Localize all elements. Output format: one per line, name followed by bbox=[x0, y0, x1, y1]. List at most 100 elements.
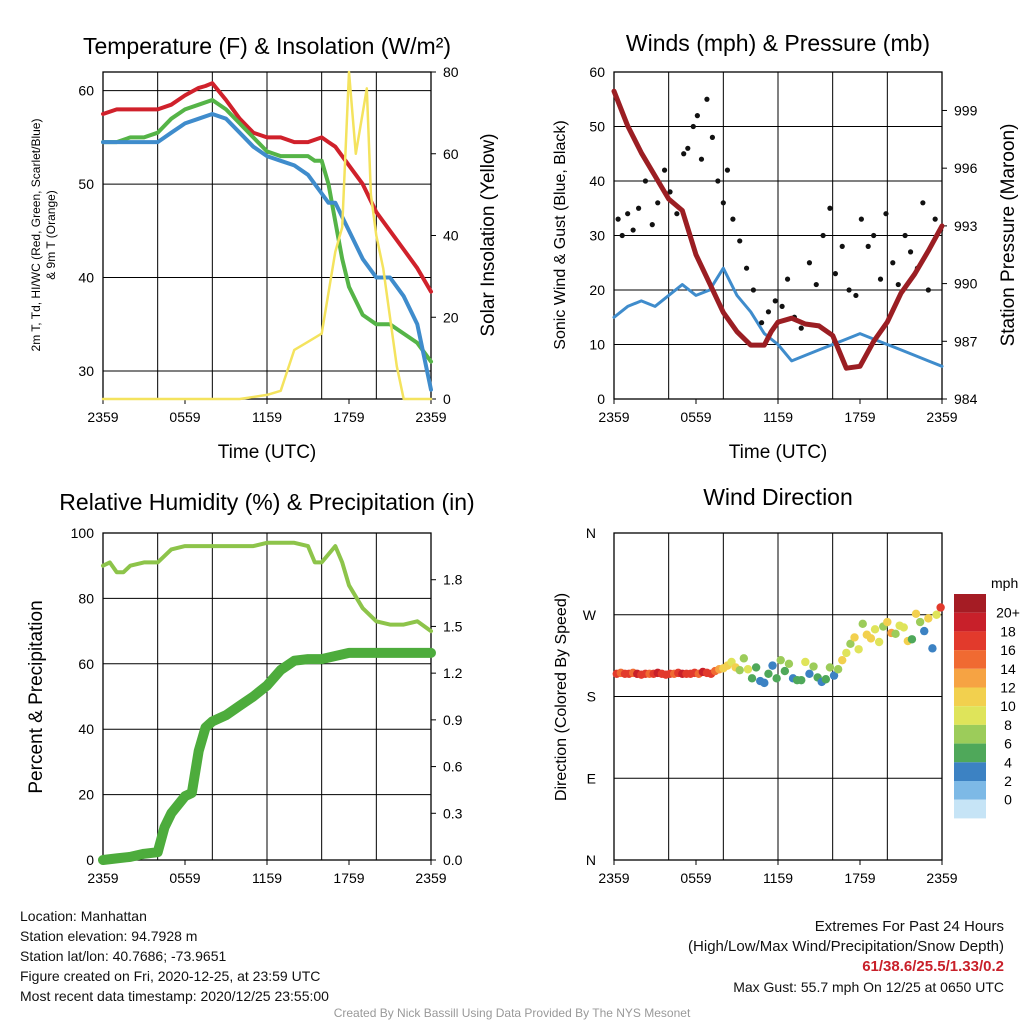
temp-ytick-right: 0 bbox=[443, 391, 451, 407]
gust-point bbox=[730, 216, 736, 222]
winds-series-station-pressure bbox=[611, 88, 945, 371]
rh-xtick-label: 1759 bbox=[333, 870, 364, 886]
created-text: Figure created on Fri, 2020-12-25, at 23… bbox=[20, 968, 321, 984]
location-text: Location: Manhattan bbox=[20, 908, 147, 924]
legend-label: 6 bbox=[1004, 736, 1012, 752]
direction-point bbox=[874, 637, 884, 647]
dir-xtick-label: 2359 bbox=[598, 870, 629, 886]
station-info: Location: Manhattan Station elevation: 9… bbox=[20, 906, 329, 1006]
gust-point bbox=[655, 200, 661, 206]
rh-ytick-right: 0.0 bbox=[443, 852, 463, 868]
direction-point bbox=[833, 665, 843, 674]
rh-ytick-left: 0 bbox=[86, 852, 94, 868]
winds-xtick-label: 0559 bbox=[680, 409, 711, 425]
gust-point bbox=[681, 151, 687, 157]
direction-point bbox=[891, 629, 900, 639]
legend-label: 16 bbox=[1000, 642, 1016, 658]
legend-swatch bbox=[954, 743, 986, 763]
direction-point bbox=[870, 625, 880, 634]
legend-label: 8 bbox=[1004, 717, 1012, 733]
gust-point bbox=[784, 276, 791, 282]
legend-swatch bbox=[954, 687, 986, 707]
direction-point bbox=[776, 655, 785, 665]
temp-series-td bbox=[101, 98, 433, 364]
gust-point bbox=[615, 216, 621, 222]
winds-ytick-right: 993 bbox=[954, 218, 978, 234]
gust-point bbox=[759, 320, 765, 326]
gust-point bbox=[798, 325, 804, 331]
gust-point bbox=[820, 232, 826, 239]
winds-ytick-left: 0 bbox=[597, 391, 605, 407]
winds-ytick-left: 50 bbox=[589, 119, 605, 135]
rh-ytick-right: 1.8 bbox=[443, 572, 463, 588]
winds-xtick-label: 2359 bbox=[926, 409, 957, 425]
credit-text: Created By Nick Bassill Using Data Provi… bbox=[333, 1006, 691, 1020]
temp-ytick-left: 40 bbox=[78, 270, 94, 286]
direction-point bbox=[743, 665, 753, 674]
direction-point bbox=[739, 654, 749, 663]
gust-point bbox=[690, 123, 696, 130]
winds-series-sonic-wind bbox=[612, 266, 944, 368]
legend-label: 4 bbox=[1004, 754, 1012, 770]
rh-ylabel-left: Percent & Precipitation bbox=[26, 600, 47, 793]
gust-point bbox=[839, 243, 845, 249]
direction-point bbox=[760, 678, 769, 688]
legend-swatch bbox=[954, 724, 986, 744]
temp-ytick-left: 50 bbox=[78, 176, 94, 192]
gust-point bbox=[877, 276, 884, 282]
direction-point bbox=[768, 661, 777, 670]
dir-ytick-label: E bbox=[587, 770, 596, 786]
gust-point bbox=[704, 96, 710, 102]
gust-point bbox=[902, 232, 908, 239]
temp-xtick-label: 2359 bbox=[415, 409, 446, 425]
gust-point bbox=[907, 249, 914, 255]
direction-point bbox=[780, 666, 790, 676]
direction-point bbox=[920, 626, 929, 636]
gust-point bbox=[846, 287, 852, 293]
gust-point bbox=[649, 222, 655, 228]
direction-point bbox=[907, 635, 917, 644]
direction-point bbox=[805, 669, 814, 678]
temp-ytick-right: 20 bbox=[443, 309, 459, 325]
rh-ytick-left: 100 bbox=[71, 525, 95, 541]
rh-chart: 2359 0559 1159 1759 2359 0 20 40 60 80 100 0.0 0.3 0.… bbox=[71, 525, 463, 886]
extremes-values: 61/38.6/25.5/1.33/0.2 bbox=[862, 958, 1004, 975]
temp-chart: 2359 0559 1159 1759 2359 30 40 50 60 0 20 40 60 80 bbox=[78, 64, 458, 425]
gust-point bbox=[685, 145, 691, 151]
temp-ylabel-left-2: & 9m T (Orange) bbox=[44, 190, 58, 280]
recent-text: Most recent data timestamp: 2020/12/25 2… bbox=[20, 988, 329, 1004]
temp-ytick-left: 60 bbox=[78, 83, 94, 99]
gust-point bbox=[737, 238, 743, 244]
winds-ytick-right: 999 bbox=[954, 102, 978, 118]
legend-label: 14 bbox=[1000, 661, 1016, 677]
gust-point bbox=[750, 287, 757, 293]
dir-xtick-label: 2359 bbox=[926, 870, 957, 886]
temp-xtick-label: 1159 bbox=[252, 409, 282, 425]
direction-point bbox=[747, 674, 757, 683]
rh-panel-title: Relative Humidity (%) & Precipitation (i… bbox=[59, 489, 474, 515]
gust-point bbox=[827, 205, 833, 211]
rh-ytick-right: 0.6 bbox=[443, 759, 463, 775]
gust-point bbox=[772, 298, 778, 304]
temp-ytick-left: 30 bbox=[78, 363, 94, 379]
legend-label: 12 bbox=[1000, 680, 1016, 696]
direction-point bbox=[801, 657, 810, 667]
winds-xtick-label: 1159 bbox=[763, 409, 793, 425]
direction-point bbox=[915, 617, 925, 627]
direction-point bbox=[838, 655, 847, 665]
gust-point bbox=[674, 211, 680, 217]
gust-point bbox=[832, 271, 839, 277]
gust-point bbox=[694, 113, 700, 119]
legend-swatch bbox=[954, 612, 986, 632]
direction-point bbox=[899, 623, 908, 632]
direction-point bbox=[784, 659, 794, 668]
direction-point bbox=[825, 663, 835, 672]
direction-point bbox=[866, 634, 876, 643]
temp-xtick-label: 0559 bbox=[169, 409, 200, 425]
legend-swatch bbox=[954, 594, 986, 613]
legend-swatch bbox=[954, 762, 986, 781]
winds-ytick-left: 40 bbox=[589, 173, 605, 189]
legend-title: mph bbox=[991, 575, 1018, 591]
winds-ylabel-right: Station Pressure (Maroon) bbox=[998, 124, 1019, 347]
